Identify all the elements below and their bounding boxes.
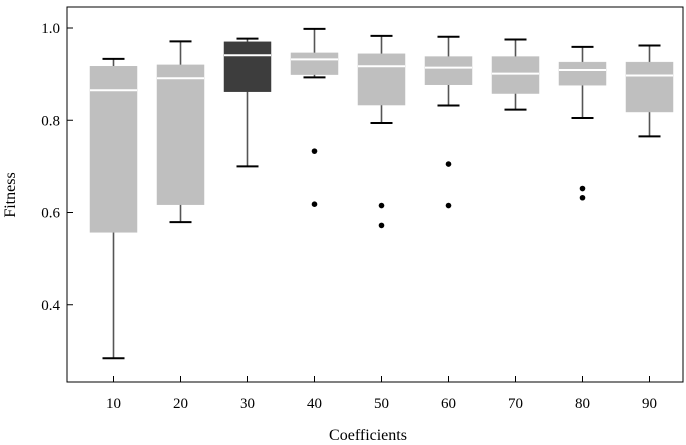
x-tick-label: 10 (106, 396, 121, 412)
box-iqr (357, 53, 406, 106)
y-tick-label: 0.6 (41, 206, 60, 222)
outlier-point (579, 194, 586, 201)
y-axis: 0.4 0.6 0.8 1.0 (41, 21, 73, 314)
x-tick-label: 30 (240, 396, 255, 412)
outlier-point (579, 185, 586, 192)
x-tick-label: 50 (374, 396, 389, 412)
plot-frame (66, 6, 684, 383)
box-90 (625, 44, 674, 138)
outlier-point (378, 202, 385, 209)
x-tick-label: 20 (173, 396, 188, 412)
box-80 (558, 45, 607, 201)
outlier-point (445, 161, 452, 167)
box-iqr (223, 41, 272, 92)
x-tick-label: 90 (642, 396, 657, 412)
box-30 (223, 37, 272, 168)
box-70 (491, 38, 540, 111)
box-iqr (424, 56, 473, 85)
outlier-point (445, 202, 452, 209)
x-tick-label: 60 (441, 396, 456, 412)
box-iqr (625, 61, 674, 113)
x-axis-title: Coefficients (329, 427, 407, 444)
box-50 (357, 34, 406, 229)
box-iqr (290, 52, 339, 75)
outlier-point (311, 201, 318, 207)
box-iqr (89, 66, 138, 233)
x-tick-label: 80 (575, 396, 590, 412)
y-axis-title: Fitness (2, 172, 19, 217)
box-iqr (558, 61, 607, 86)
x-tick-label: 40 (307, 396, 322, 412)
box-10 (89, 57, 138, 360)
x-tick-label: 70 (508, 396, 523, 412)
box-iqr (156, 64, 205, 205)
box-iqr (491, 56, 540, 94)
box-20 (156, 40, 205, 224)
box-series (89, 27, 674, 360)
y-tick-label: 0.4 (41, 298, 60, 314)
x-axis: 10 20 30 40 50 60 70 80 90 (106, 376, 657, 412)
box-40 (290, 27, 339, 207)
box-60 (424, 35, 473, 209)
y-tick-label: 0.8 (41, 113, 60, 129)
outlier-point (311, 148, 318, 154)
outlier-point (378, 222, 385, 229)
y-tick-label: 1.0 (41, 21, 60, 37)
